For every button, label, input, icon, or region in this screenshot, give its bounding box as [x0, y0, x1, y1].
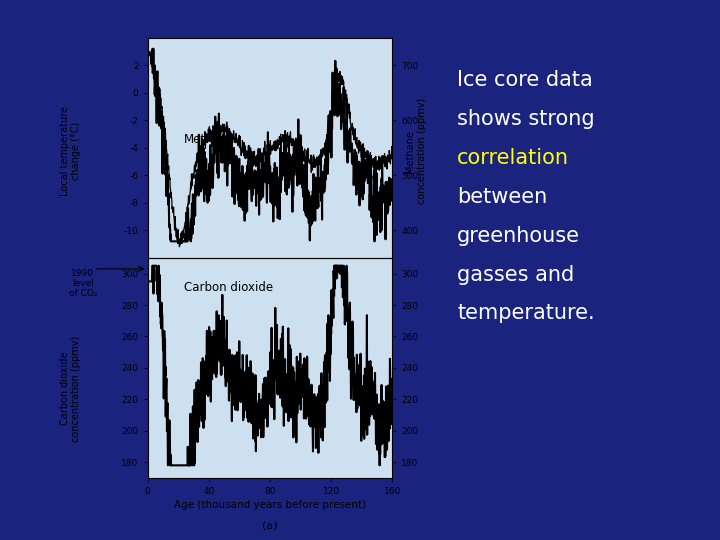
Text: 1990
level
of CO₂: 1990 level of CO₂: [68, 268, 97, 299]
Text: greenhouse: greenhouse: [457, 226, 580, 246]
Text: Carbon dioxide
concentration (ppmv): Carbon dioxide concentration (ppmv): [60, 336, 81, 442]
Text: Methane: Methane: [184, 133, 236, 146]
Text: Methane
concentration (ppmv): Methane concentration (ppmv): [405, 98, 427, 204]
Text: between: between: [457, 187, 547, 207]
Text: temperature.: temperature.: [457, 303, 595, 323]
Text: (a): (a): [262, 521, 278, 530]
Text: correlation: correlation: [457, 148, 570, 168]
Text: Carbon dioxide: Carbon dioxide: [184, 281, 274, 294]
Text: gasses and: gasses and: [457, 265, 575, 285]
Text: Ice core data: Ice core data: [457, 70, 593, 90]
Text: Age (thousand years before present): Age (thousand years before present): [174, 500, 366, 510]
Text: Local temperature
change (°C): Local temperature change (°C): [60, 106, 81, 196]
Text: shows strong: shows strong: [457, 109, 595, 129]
